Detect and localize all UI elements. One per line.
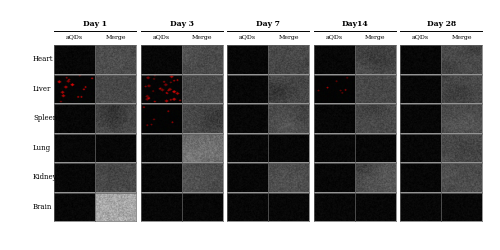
Text: Kidney: Kidney xyxy=(33,174,58,182)
Text: Merge: Merge xyxy=(192,34,212,40)
Text: aQDs: aQDs xyxy=(412,34,429,40)
Text: aQDs: aQDs xyxy=(326,34,342,40)
Text: Heart: Heart xyxy=(33,56,54,63)
Text: Spleen: Spleen xyxy=(33,114,57,122)
Text: Brain: Brain xyxy=(33,203,52,211)
Text: Merge: Merge xyxy=(278,34,299,40)
Text: Day14: Day14 xyxy=(342,20,368,28)
Text: aQDs: aQDs xyxy=(152,34,170,40)
Text: Day 28: Day 28 xyxy=(426,20,456,28)
Text: Day 1: Day 1 xyxy=(83,20,107,28)
Text: Merge: Merge xyxy=(365,34,386,40)
Text: Lung: Lung xyxy=(33,144,51,152)
Text: Day 7: Day 7 xyxy=(256,20,280,28)
Text: Merge: Merge xyxy=(452,34,472,40)
Text: aQDs: aQDs xyxy=(66,34,83,40)
Text: Liver: Liver xyxy=(33,85,52,93)
Text: Merge: Merge xyxy=(106,34,126,40)
Text: aQDs: aQDs xyxy=(239,34,256,40)
Text: Day 3: Day 3 xyxy=(170,20,194,28)
